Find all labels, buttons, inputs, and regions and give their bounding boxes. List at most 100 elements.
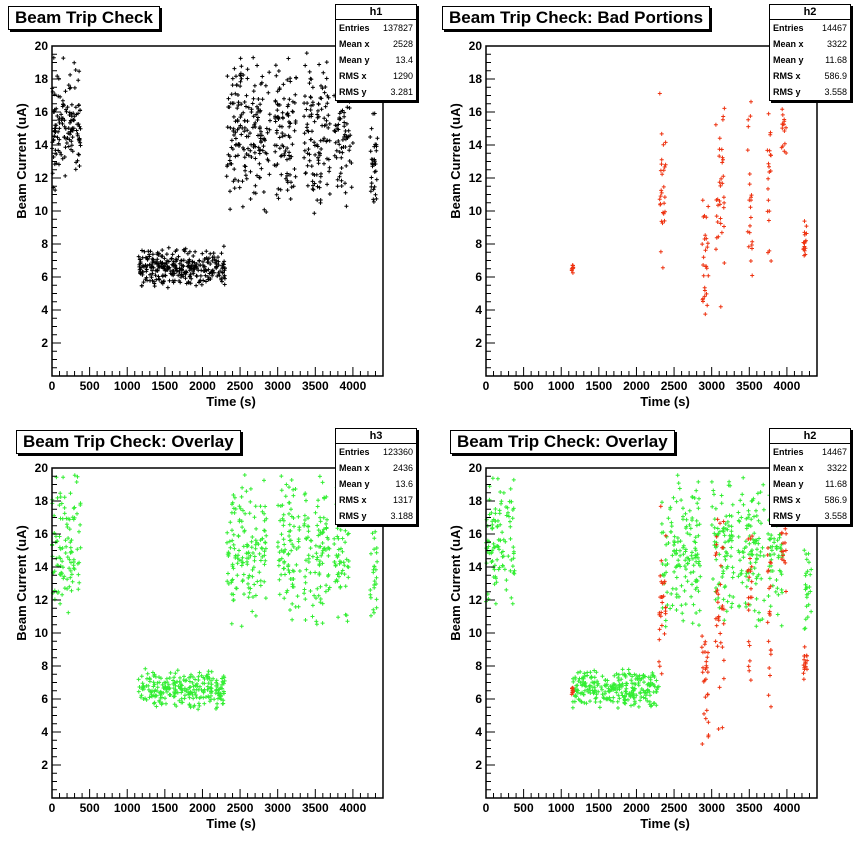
data-point — [262, 518, 267, 523]
data-point — [630, 674, 635, 679]
data-point — [804, 557, 809, 562]
data-point — [721, 174, 726, 179]
data-point — [251, 551, 255, 555]
data-point — [631, 695, 636, 700]
data-point — [187, 703, 192, 708]
data-point — [200, 251, 205, 256]
data-point — [753, 560, 758, 565]
y-tick-label: 20 — [469, 461, 483, 475]
data-point — [320, 541, 325, 545]
data-point — [780, 112, 785, 117]
data-point — [616, 693, 621, 698]
data-point — [287, 156, 292, 161]
data-point — [277, 592, 282, 597]
data-point — [239, 132, 244, 137]
data-point — [632, 672, 637, 677]
data-point — [247, 511, 252, 516]
data-point — [293, 174, 298, 179]
data-point — [368, 595, 373, 600]
y-tick-label: 16 — [35, 105, 49, 119]
data-point — [713, 553, 718, 558]
data-point — [55, 74, 60, 79]
stats-label: Mean x — [339, 463, 370, 473]
data-point — [324, 526, 329, 531]
data-point — [72, 473, 77, 478]
data-point — [668, 606, 673, 611]
data-point — [153, 273, 158, 278]
data-point — [693, 587, 698, 592]
x-tick-label: 0 — [49, 801, 56, 815]
data-point — [55, 135, 60, 140]
data-point — [697, 608, 702, 613]
data-point — [690, 556, 695, 561]
data-point — [321, 530, 326, 535]
data-point — [762, 598, 767, 603]
data-point — [761, 482, 766, 487]
data-point — [67, 527, 72, 532]
data-point — [768, 652, 773, 657]
data-point — [728, 483, 733, 488]
data-point — [765, 620, 770, 625]
data-point — [263, 138, 267, 143]
data-point — [675, 473, 680, 478]
data-point — [730, 502, 735, 507]
data-point — [291, 544, 296, 549]
stats-box: h3 Entries 123360 Mean x 2436 Mean y 13.6 R… — [335, 428, 417, 525]
y-tick-label: 18 — [35, 494, 49, 508]
data-point — [746, 124, 751, 129]
data-point — [685, 555, 690, 560]
data-point — [713, 639, 718, 644]
data-point — [766, 218, 771, 223]
data-point — [321, 70, 326, 75]
data-point — [78, 503, 83, 507]
data-cluster — [713, 517, 726, 731]
data-point — [753, 581, 758, 586]
y-tick-label: 8 — [41, 237, 48, 251]
data-point — [225, 579, 230, 584]
x-tick-label: 3000 — [264, 801, 291, 815]
data-point — [193, 264, 198, 269]
data-point — [663, 563, 668, 568]
data-point — [705, 241, 710, 246]
data-point — [64, 516, 69, 521]
data-point — [660, 600, 665, 605]
data-point — [317, 185, 322, 190]
data-point — [77, 529, 81, 534]
data-point — [663, 605, 668, 610]
data-point — [265, 130, 270, 135]
data-point — [612, 673, 617, 678]
data-point — [806, 602, 811, 607]
data-point — [573, 693, 578, 698]
data-point — [316, 101, 321, 106]
data-point — [623, 701, 628, 706]
stats-row: Mean y 13.6 — [336, 476, 416, 492]
data-point — [314, 551, 319, 556]
data-point — [69, 538, 74, 543]
data-point — [240, 578, 245, 583]
data-point — [165, 258, 170, 263]
data-point — [347, 106, 352, 110]
data-point — [310, 554, 315, 559]
data-point — [173, 249, 178, 254]
data-point — [674, 552, 678, 556]
data-point — [754, 556, 759, 561]
data-point — [339, 178, 344, 183]
x-tick-label: 2000 — [189, 379, 216, 393]
data-point — [258, 578, 263, 583]
data-point — [296, 545, 301, 550]
data-point — [313, 570, 318, 575]
data-point — [303, 597, 308, 602]
data-point — [137, 262, 142, 267]
data-point — [750, 273, 755, 278]
data-point — [77, 580, 82, 585]
data-point — [267, 112, 272, 117]
data-point — [752, 538, 757, 543]
x-tick-label: 3500 — [736, 801, 763, 815]
data-point — [582, 688, 587, 693]
data-point — [651, 690, 656, 695]
data-point — [63, 538, 68, 543]
data-point — [722, 554, 727, 559]
data-point — [748, 205, 753, 210]
data-point — [628, 694, 633, 699]
